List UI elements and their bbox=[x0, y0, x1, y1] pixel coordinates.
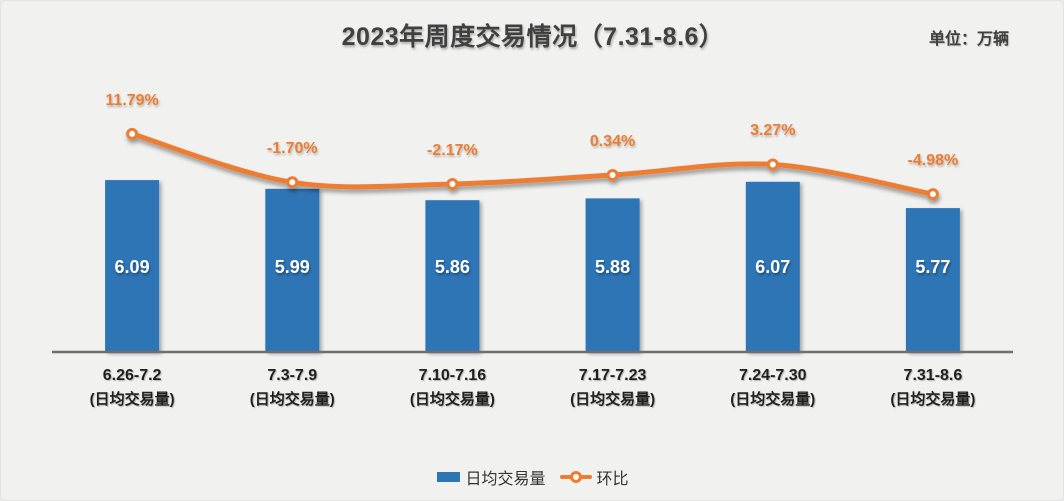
bar-value-label: 5.99 bbox=[274, 257, 310, 277]
legend-label: 环比 bbox=[596, 471, 629, 488]
bar-value-label: 6.07 bbox=[755, 257, 791, 277]
line-value-label: -1.70% bbox=[266, 140, 318, 158]
x-axis-label: 7.10-7.16 bbox=[418, 367, 487, 384]
bar-series bbox=[105, 180, 960, 352]
x-axis-sublabel: (日均交易量) bbox=[890, 391, 976, 408]
x-axis-sublabel: (日均交易量) bbox=[570, 391, 656, 408]
x-axis-label: 6.26-7.2 bbox=[102, 367, 162, 384]
line-marker bbox=[446, 178, 459, 190]
plot-area bbox=[52, 127, 1013, 354]
x-axis-sublabel: (日均交易量) bbox=[249, 391, 335, 408]
line-marker bbox=[926, 188, 939, 201]
chart-title: 2023年周度交易情况（7.31-8.6） bbox=[341, 23, 725, 51]
trend-line bbox=[129, 131, 936, 197]
x-axis-sublabel: (日均交易量) bbox=[409, 391, 495, 408]
x-axis-label: 7.3-7.9 bbox=[267, 367, 318, 384]
bar-value-label: 5.86 bbox=[434, 257, 470, 277]
trend-line-series bbox=[126, 127, 939, 201]
line-marker bbox=[606, 169, 619, 181]
bar-value-label: 5.88 bbox=[595, 257, 631, 277]
bar bbox=[585, 198, 640, 352]
bar bbox=[425, 200, 480, 352]
legend-label: 日均交易量 bbox=[465, 471, 546, 488]
line-marker bbox=[286, 176, 299, 189]
line-marker bbox=[766, 158, 779, 171]
legend: 日均交易量 环比 bbox=[1, 465, 1063, 489]
bar bbox=[745, 181, 800, 352]
line-value-label: 11.79% bbox=[105, 91, 159, 109]
bar bbox=[265, 188, 320, 352]
legend-item-bar: 日均交易量 bbox=[437, 465, 546, 489]
unit-label: 单位：万辆 bbox=[928, 31, 1009, 48]
x-axis-label: 7.31-8.6 bbox=[903, 367, 963, 384]
bar bbox=[105, 180, 160, 352]
bar bbox=[905, 208, 960, 352]
line-value-label: -4.98% bbox=[907, 152, 959, 170]
x-axis-label: 7.17-7.23 bbox=[578, 367, 647, 384]
bar-value-label: 5.77 bbox=[915, 257, 951, 277]
legend-bar-swatch-icon bbox=[437, 472, 461, 482]
x-axis-sublabel: (日均交易量) bbox=[730, 391, 816, 408]
bar-value-label: 6.09 bbox=[114, 257, 150, 277]
line-marker bbox=[126, 127, 139, 140]
x-axis-label: 7.24-7.30 bbox=[738, 367, 807, 384]
line-value-label: -2.17% bbox=[427, 141, 478, 159]
line-value-label: 0.34% bbox=[589, 132, 636, 150]
legend-item-line: 环比 bbox=[559, 465, 629, 489]
x-axis-sublabel: (日均交易量) bbox=[89, 391, 175, 408]
legend-line-marker-icon bbox=[559, 471, 592, 483]
line-value-label: 3.27% bbox=[750, 122, 796, 140]
